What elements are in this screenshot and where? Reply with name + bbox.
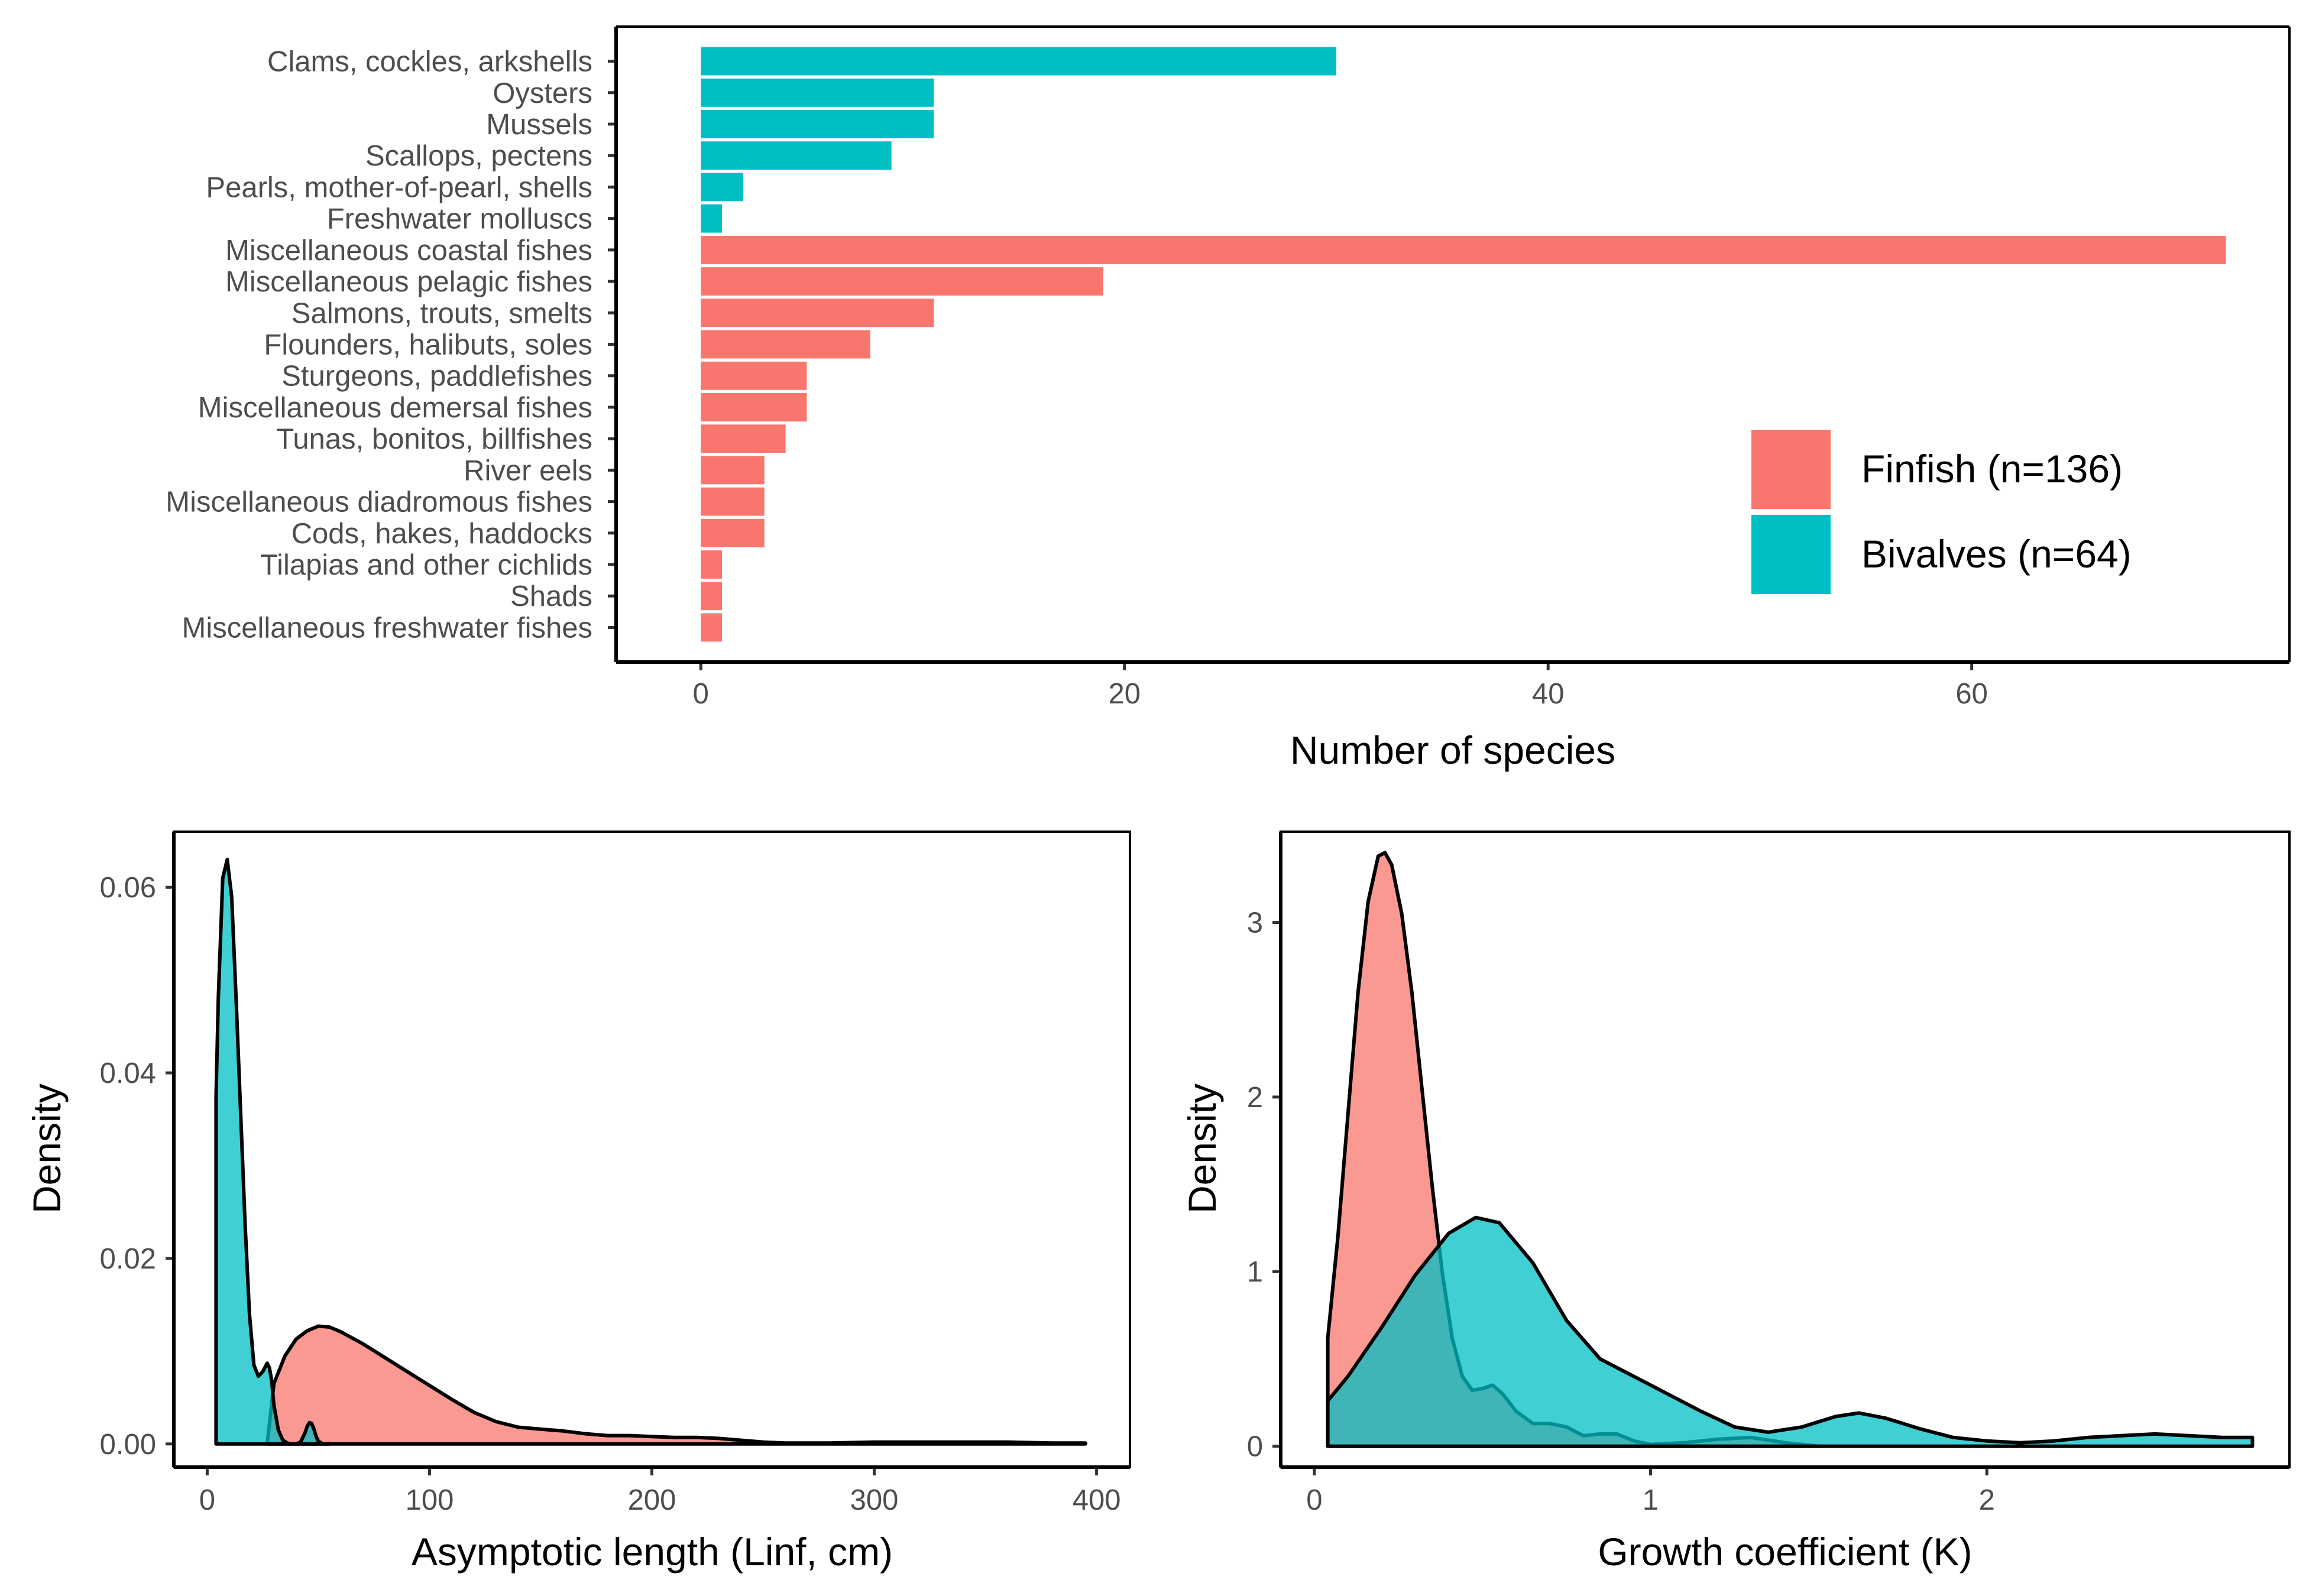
bar-category-label: Clams, cockles, arkshells xyxy=(267,46,592,78)
bar-category-label: Oysters xyxy=(493,77,592,109)
bar-category-label: Miscellaneous freshwater fishes xyxy=(182,612,592,644)
linf-x-tick-label: 400 xyxy=(1073,1484,1121,1516)
bar-8 xyxy=(701,267,1103,296)
bar-19 xyxy=(701,613,723,642)
legend-key-bivalves xyxy=(1751,515,1831,594)
linf-y-tick-label: 0.02 xyxy=(100,1243,156,1275)
bar-category-label: Miscellaneous diadromous fishes xyxy=(166,486,592,518)
bar-x-ticks: 0 20 40 60 xyxy=(693,662,1988,710)
bar-x-tick-label: 40 xyxy=(1532,678,1565,710)
k-y-tick-label: 2 xyxy=(1247,1082,1263,1114)
bar-16 xyxy=(701,518,765,547)
bar-x-tick-label: 60 xyxy=(1955,678,1988,710)
bar-category-label: Miscellaneous coastal fishes xyxy=(225,235,592,267)
k-y-axis-title: Density xyxy=(1180,1084,1224,1214)
k-x-axis-title: Growth coefficient (K) xyxy=(1598,1530,1972,1574)
linf-x-tick-label: 200 xyxy=(628,1484,676,1516)
linf-x-ticks: 0 100 200 300 400 xyxy=(199,1467,1121,1516)
bar-1 xyxy=(701,47,1336,76)
bar-15 xyxy=(701,487,765,516)
bar-category-label: Mussels xyxy=(486,109,592,141)
bar-10 xyxy=(701,330,870,359)
k-density-panel: 0 1 2 0 1 2 3 Growth coefficient (K) Density xyxy=(1180,831,2291,1574)
legend-key-finfish xyxy=(1751,430,1831,509)
bar-category-label: River eels xyxy=(464,455,592,486)
linf-y-ticks: 0.00 0.02 0.04 0.06 xyxy=(100,872,174,1461)
bar-category-label: Salmons, trouts, smelts xyxy=(292,297,592,329)
bar-category-label: Miscellaneous demersal fishes xyxy=(198,392,592,424)
bar-x-tick-label: 0 xyxy=(693,678,709,710)
bar-category-label: Pearls, mother-of-pearl, shells xyxy=(206,171,592,203)
legend-label-bivalves: Bivalves (n=64) xyxy=(1861,532,2132,576)
linf-density-areas xyxy=(214,858,1087,1446)
bar-5 xyxy=(701,173,743,202)
bar-category-label: Cods, hakes, haddocks xyxy=(292,518,592,550)
linf-density-finfish xyxy=(265,1324,1087,1446)
bar-category-label: Tilapias and other cichlids xyxy=(260,549,592,581)
bar-9 xyxy=(701,299,934,327)
k-x-tick-label: 2 xyxy=(1979,1484,1995,1516)
linf-y-tick-label: 0.00 xyxy=(100,1429,156,1461)
linf-x-tick-label: 100 xyxy=(406,1484,454,1516)
k-x-tick-label: 0 xyxy=(1306,1484,1322,1516)
bar-category-label: Tunas, bonitos, billfishes xyxy=(276,423,592,455)
k-density-areas xyxy=(1326,851,2255,1448)
bar-category-label: Flounders, halibuts, soles xyxy=(264,329,592,361)
bar-3 xyxy=(701,110,934,138)
k-y-ticks: 0 1 2 3 xyxy=(1247,907,1281,1463)
bar-category-labels: Clams, cockles, arkshellsOystersMusselsS… xyxy=(166,46,592,644)
linf-y-tick-label: 0.06 xyxy=(100,872,156,904)
linf-y-axis-title: Density xyxy=(25,1084,69,1214)
legend-label-finfish: Finfish (n=136) xyxy=(1861,447,2123,491)
bar-category-label: Shads xyxy=(510,580,592,612)
bar-17 xyxy=(701,550,723,579)
k-density-bivalves xyxy=(1326,1215,2255,1448)
bar-marks xyxy=(701,47,2226,642)
bar-category-label: Scallops, pectens xyxy=(365,140,592,172)
bar-2 xyxy=(701,78,934,107)
linf-y-tick-label: 0.04 xyxy=(100,1057,156,1089)
bar-14 xyxy=(701,456,765,485)
bar-4 xyxy=(701,141,892,170)
linf-density-panel: 0 100 200 300 400 0.00 0.02 0.04 0.06 Asymptoti… xyxy=(25,831,1131,1574)
bar-category-label: Miscellaneous pelagic fishes xyxy=(225,266,592,298)
linf-density-bivalves xyxy=(214,858,332,1446)
linf-x-tick-label: 0 xyxy=(199,1484,215,1516)
k-y-tick-label: 1 xyxy=(1247,1256,1263,1288)
k-x-tick-label: 1 xyxy=(1643,1484,1659,1516)
bar-11 xyxy=(701,361,807,390)
legend: Finfish (n=136) Bivalves (n=64) xyxy=(1751,430,2132,594)
bar-x-tick-label: 20 xyxy=(1108,678,1141,710)
k-x-ticks: 0 1 2 xyxy=(1306,1467,1995,1516)
linf-x-axis-title: Asymptotic length (Linf, cm) xyxy=(412,1530,893,1574)
bar-6 xyxy=(701,204,723,233)
bar-chart-panel: Clams, cockles, arkshellsOystersMusselsS… xyxy=(166,25,2291,772)
bar-x-axis-title: Number of species xyxy=(1290,728,1615,772)
bar-7 xyxy=(701,235,2226,264)
bar-13 xyxy=(701,424,786,453)
bar-12 xyxy=(701,392,807,421)
linf-x-tick-label: 300 xyxy=(850,1484,899,1516)
bar-category-label: Sturgeons, paddlefishes xyxy=(281,361,592,392)
k-y-tick-label: 3 xyxy=(1247,907,1263,939)
k-y-tick-label: 0 xyxy=(1247,1431,1263,1463)
bar-18 xyxy=(701,582,723,611)
bar-category-label: Freshwater molluscs xyxy=(327,203,592,235)
